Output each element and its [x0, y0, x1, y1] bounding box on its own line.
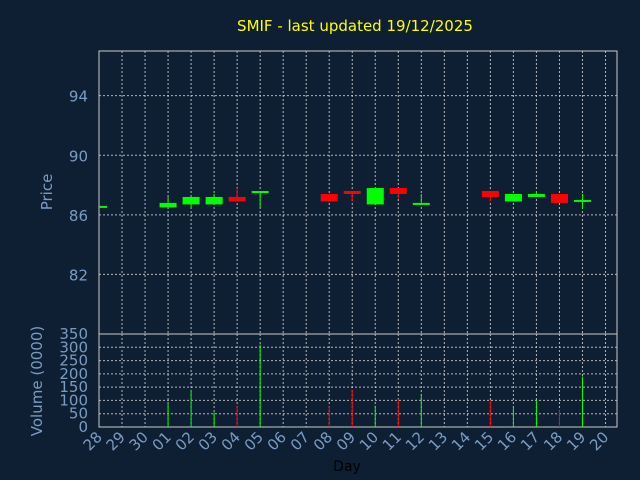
candle-body [205, 196, 223, 205]
candle-body [251, 191, 269, 194]
volume-frame [98, 333, 618, 428]
candle-body [527, 193, 545, 197]
candle-body [481, 191, 499, 197]
volume-plot-area [99, 334, 617, 427]
candle-16 [504, 193, 522, 202]
candle-body [389, 188, 407, 194]
x-axis-label: Day [333, 459, 361, 475]
volume-tick-label: 250 [59, 352, 88, 370]
x-tick-label: 20 [586, 428, 612, 454]
price-tick-label: 82 [69, 266, 88, 284]
volume-tick-label: 100 [59, 391, 88, 409]
candle-body [320, 193, 338, 202]
candle-body [504, 193, 522, 202]
candle-05 [251, 191, 269, 208]
candle-19 [573, 193, 591, 209]
candle-04 [228, 188, 246, 202]
price-axis-label: Price [38, 174, 56, 211]
price-tick-label: 90 [69, 147, 88, 165]
volume-tick-label: 50 [69, 405, 88, 423]
candle-10 [366, 188, 384, 205]
candle-12 [412, 193, 430, 205]
price-tick-label: 86 [69, 207, 88, 225]
candle-body [343, 191, 361, 194]
volume-tick-label: 350 [59, 325, 88, 343]
volume-tick-label: 300 [59, 338, 88, 356]
volume-tick-label: 150 [59, 378, 88, 396]
candle-body [412, 202, 430, 205]
candle-body [182, 196, 200, 205]
candle-body [159, 202, 177, 208]
candle-09 [343, 191, 361, 202]
candle-08 [320, 193, 338, 202]
candle-02 [182, 196, 200, 208]
candle-18 [550, 193, 568, 203]
price-panel: 82 86 90 94 [69, 50, 618, 335]
candle-17 [527, 191, 545, 197]
candle-body [228, 196, 246, 202]
candle-01 [159, 196, 177, 208]
candle-body [573, 199, 591, 202]
chart-title: SMIF - last updated 19/12/2025 [237, 17, 473, 35]
candle-body [99, 205, 107, 208]
candle-body [550, 193, 568, 203]
x-tick-labels: 2829300102030405060708091011121314151617… [80, 428, 613, 454]
candle-11 [389, 188, 407, 199]
candle-15 [481, 191, 499, 202]
candle-body [366, 188, 384, 205]
price-tick-label: 94 [69, 88, 88, 106]
volume-tick-label: 0 [78, 418, 88, 436]
candle-03 [205, 193, 223, 205]
volume-tick-label: 200 [59, 365, 88, 383]
candle-28 [99, 205, 107, 208]
volume-axis-label: Volume (0000) [28, 326, 46, 436]
